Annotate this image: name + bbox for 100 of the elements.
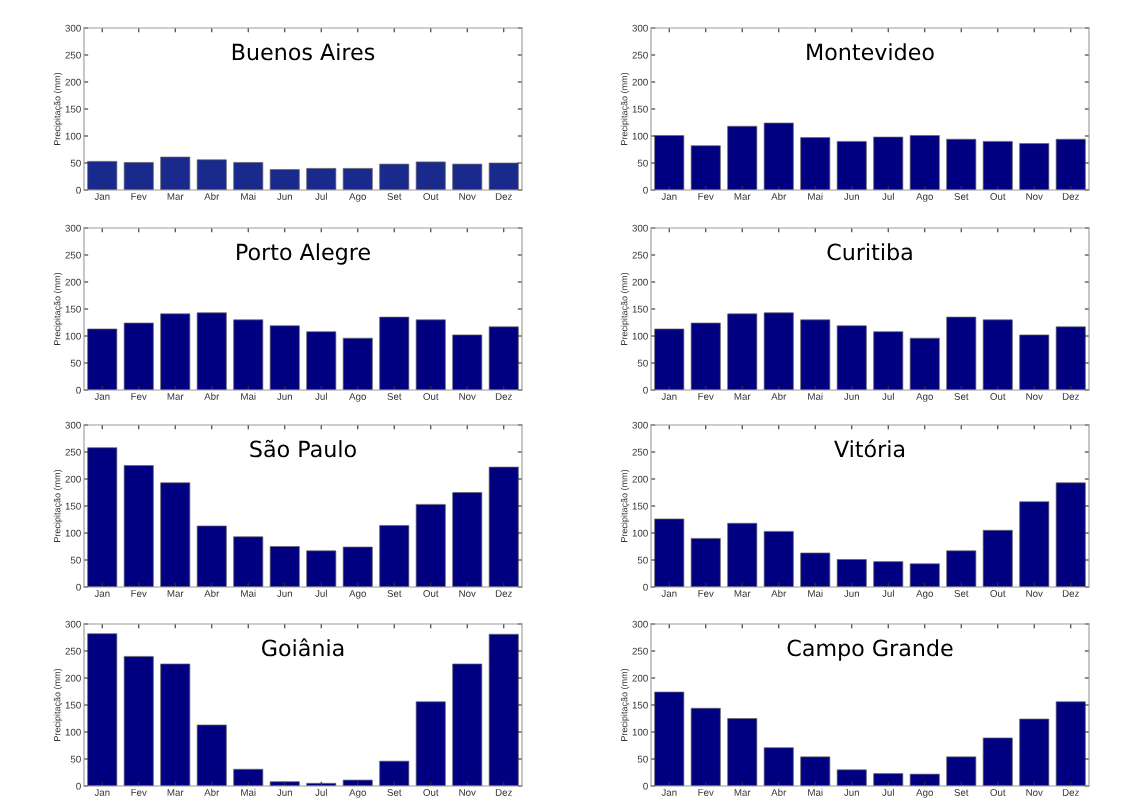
bar — [909, 135, 940, 190]
y-tick-label: 100 — [65, 529, 81, 537]
y-tick-label: 300 — [632, 421, 648, 429]
x-tick-label: Nov — [459, 393, 476, 400]
x-tick-label: Out — [423, 393, 439, 400]
x-tick-label: Dez — [495, 789, 512, 796]
y-tick-label: 300 — [632, 24, 648, 32]
x-tick-label: Abr — [204, 788, 220, 796]
bar — [727, 718, 758, 786]
bar — [233, 319, 264, 390]
x-tick-label: Out — [990, 393, 1006, 400]
bar — [452, 492, 483, 587]
bar — [1055, 138, 1086, 190]
x-tick-label: Mar — [167, 193, 184, 200]
bar — [873, 561, 904, 587]
x-tick-label: Ago — [916, 193, 933, 202]
bar — [415, 319, 446, 390]
x-tick-label: Fev — [698, 789, 714, 796]
x-tick-label: Jun — [277, 789, 292, 796]
bar — [488, 466, 519, 587]
y-tick-label: 100 — [65, 728, 81, 736]
x-tick-label: Jul — [882, 392, 894, 400]
bar — [946, 138, 977, 190]
y-tick-label: 200 — [65, 278, 81, 286]
bar — [909, 337, 940, 390]
y-axis-title: Precipitação (mm) — [53, 272, 63, 345]
x-tick-label: Dez — [1062, 789, 1079, 796]
bar — [800, 137, 831, 190]
x-tick-label: Ago — [349, 590, 366, 599]
x-tick-label: Jul — [882, 192, 894, 200]
x-tick-label: Mai — [241, 392, 256, 400]
bar — [342, 546, 373, 587]
x-tick-label: Ago — [349, 393, 366, 402]
bar — [1019, 143, 1050, 190]
bar — [1019, 718, 1050, 786]
y-tick-label: 100 — [65, 132, 81, 140]
x-tick-label: Abr — [771, 788, 787, 796]
bar — [160, 313, 191, 390]
y-tick-label: 150 — [632, 701, 648, 709]
bar — [87, 633, 118, 786]
bar — [946, 316, 977, 390]
y-tick-label: 0 — [76, 583, 81, 591]
bar — [800, 552, 831, 587]
y-tick-label: 200 — [632, 78, 648, 86]
x-tick-label: Out — [423, 590, 439, 597]
y-tick-label: 250 — [632, 51, 648, 59]
bar — [196, 525, 227, 587]
bar — [415, 504, 446, 587]
x-tick-label: Set — [387, 393, 402, 400]
y-axis-title: Precipitação (mm) — [620, 272, 630, 345]
bar — [836, 141, 867, 190]
y-tick-label: 150 — [65, 502, 81, 510]
bar — [727, 522, 758, 587]
bar — [379, 525, 410, 587]
x-tick-label: Jan — [94, 393, 110, 400]
x-tick-label: Mar — [734, 590, 751, 597]
bar — [654, 328, 685, 390]
x-tick-label: Abr — [771, 392, 787, 400]
bar — [763, 122, 794, 190]
y-tick-label: 50 — [637, 556, 648, 564]
y-tick-label: 300 — [65, 24, 81, 32]
bar — [982, 737, 1013, 786]
x-tick-label: Mar — [734, 193, 751, 200]
bar — [690, 145, 721, 190]
y-tick-label: 0 — [76, 186, 81, 194]
x-tick-label: Mar — [167, 393, 184, 400]
bar — [123, 656, 154, 786]
bar — [379, 760, 410, 786]
bar — [982, 319, 1013, 390]
bar — [452, 663, 483, 786]
x-tick-label: Mai — [241, 788, 256, 796]
y-tick-label: 300 — [65, 620, 81, 628]
x-tick-label: Set — [954, 393, 969, 400]
x-tick-label: Fev — [698, 393, 714, 400]
x-tick-label: Nov — [1026, 393, 1043, 400]
x-tick-label: Out — [990, 193, 1006, 200]
y-axis-title: Precipitação (mm) — [620, 469, 630, 542]
bar — [196, 724, 227, 786]
x-tick-label: Mai — [808, 788, 823, 796]
bar — [763, 312, 794, 390]
bar — [873, 773, 904, 786]
y-axis-title: Precipitação (mm) — [53, 668, 63, 741]
bar — [982, 141, 1013, 190]
y-tick-label: 250 — [632, 448, 648, 456]
x-tick-label: Abr — [771, 192, 787, 200]
x-tick-label: Jun — [844, 393, 859, 400]
y-tick-label: 250 — [65, 647, 81, 655]
x-tick-label: Mai — [241, 192, 256, 200]
x-tick-label: Set — [954, 789, 969, 796]
x-tick-label: Dez — [495, 193, 512, 200]
x-tick-label: Fev — [131, 789, 147, 796]
x-tick-label: Jan — [661, 789, 677, 796]
bar — [233, 768, 264, 786]
y-tick-label: 150 — [65, 105, 81, 113]
x-tick-label: Jun — [277, 193, 292, 200]
x-tick-label: Mar — [167, 789, 184, 796]
text: Goiânia — [262, 638, 344, 657]
bar — [87, 447, 118, 587]
y-tick-label: 300 — [65, 224, 81, 232]
bar — [982, 529, 1013, 587]
